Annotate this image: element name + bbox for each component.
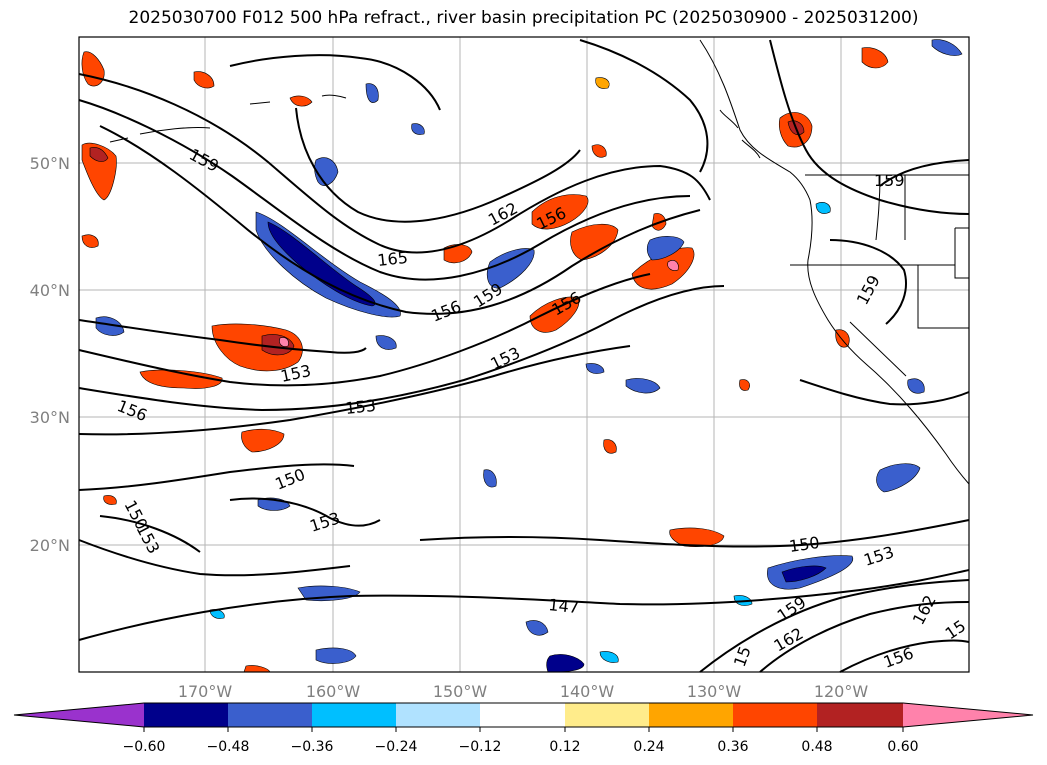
colorbar-segment — [396, 703, 481, 727]
colorbar-segment — [903, 703, 1033, 727]
colorbar-ticks — [143, 727, 904, 732]
longitude-labels: 170°W 160°W 150°W 140°W 130°W 120°W — [178, 682, 869, 701]
latitude-labels: 50°N 40°N 30°N 20°N — [30, 154, 70, 555]
colorbar-segment — [733, 703, 818, 727]
lon-label-160w: 160°W — [306, 682, 361, 701]
lon-label-150w: 150°W — [433, 682, 488, 701]
lat-label-30n: 30°N — [30, 408, 70, 427]
colorbar-tick-label: 0.24 — [633, 739, 664, 755]
contour-label: 165 — [376, 248, 408, 270]
map-title: 2025030700 F012 500 hPa refract., river … — [128, 8, 919, 28]
lat-label-20n: 20°N — [30, 536, 70, 555]
contour-label: 153 — [344, 396, 376, 418]
contour-label: 159 — [874, 171, 905, 190]
gridlines — [79, 37, 969, 672]
lon-label-170w: 170°W — [178, 682, 233, 701]
colorbar-tick-label: 0.12 — [549, 739, 580, 755]
colorbar-segment — [649, 703, 734, 727]
lat-label-40n: 40°N — [30, 281, 70, 300]
colorbar-segment — [14, 703, 144, 727]
colorbar-segment — [228, 703, 313, 727]
colorbar-tick-label: 0.36 — [717, 739, 748, 755]
contour-label: 147 — [548, 595, 580, 617]
colorbar-tick-label: −0.60 — [123, 739, 166, 755]
colorbar-tick-label: 0.60 — [887, 739, 918, 755]
colorbar-tick-label: −0.24 — [375, 739, 418, 755]
colorbar-tick-labels: −0.60 −0.48 −0.36 −0.24 −0.12 0.12 0.24 … — [123, 739, 919, 755]
contour-label: 150 — [788, 533, 821, 556]
map-plot-area: 159 165 162 156 159 156 156 153 153 153 … — [78, 36, 970, 673]
colorbar-segment — [144, 703, 229, 727]
colorbar-segment — [312, 703, 397, 727]
lat-label-50n: 50°N — [30, 154, 70, 173]
colorbar-tick-label: −0.12 — [459, 739, 502, 755]
colorbar-tick-label: −0.36 — [291, 739, 334, 755]
colorbar: −0.60 −0.48 −0.36 −0.24 −0.12 0.12 0.24 … — [13, 702, 1034, 755]
lon-label-140w: 140°W — [560, 682, 615, 701]
negative-anomaly-shading — [95, 39, 963, 673]
lon-label-120w: 120°W — [814, 682, 869, 701]
colorbar-segment — [817, 703, 904, 727]
refractivity-contours — [78, 39, 970, 673]
colorbar-tick-label: 0.48 — [801, 739, 832, 755]
lon-label-130w: 130°W — [687, 682, 742, 701]
colorbar-segment — [480, 703, 566, 727]
colorbar-tick-label: −0.48 — [207, 739, 250, 755]
colorbar-segment — [565, 703, 650, 727]
